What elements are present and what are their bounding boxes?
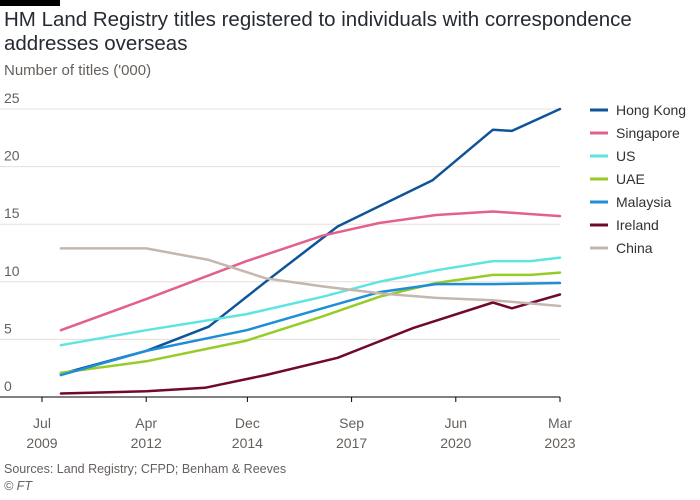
series-line-uae <box>59 271 562 375</box>
axis-layer: 0 5 10 15 20 25 Jul 2009 Apr 2012 Dec 2014 Sep 2017 Ju… <box>0 90 576 451</box>
legend-label-china: China <box>616 240 653 256</box>
legend-label-malaysia: Malaysia <box>616 194 671 210</box>
legend-layer: Hong Kong Singapore US UAE Malaysia Ireland Ch… <box>590 102 686 256</box>
x-tick-label-3: Sep <box>339 415 364 431</box>
x-tick-label-2: Dec <box>235 415 260 431</box>
y-tick-label-5: 5 <box>4 320 12 336</box>
x-tick-label-1: Apr <box>135 415 157 431</box>
y-tick-label-10: 10 <box>4 263 20 279</box>
legend-label-singapore: Singapore <box>616 125 680 141</box>
x-tick-year-1: 2012 <box>131 435 162 451</box>
x-tick-year-3: 2017 <box>336 435 367 451</box>
series-line-singapore <box>59 210 562 332</box>
series-layer <box>59 107 562 395</box>
legend-label-us: US <box>616 148 635 164</box>
x-tick-label-4: Jun <box>445 415 468 431</box>
y-tick-label-15: 15 <box>4 205 20 221</box>
x-tick-year-2: 2014 <box>232 435 263 451</box>
series-line-malaysia <box>59 281 562 377</box>
legend-label-uae: UAE <box>616 171 645 187</box>
x-tick-year-0: 2009 <box>26 435 57 451</box>
x-tick-year-5: 2023 <box>544 435 575 451</box>
chart-subtitle: Number of titles ('000) <box>4 62 152 79</box>
legend-label-hong-kong: Hong Kong <box>616 102 686 118</box>
x-tick-year-4: 2020 <box>440 435 471 451</box>
x-tick-label-5: Mar <box>548 415 572 431</box>
legend-label-ireland: Ireland <box>616 217 659 233</box>
y-tick-label-25: 25 <box>4 90 20 106</box>
ft-top-bar <box>0 0 60 6</box>
x-tick-label-0: Jul <box>33 415 51 431</box>
y-tick-label-20: 20 <box>4 148 20 164</box>
series-line-china <box>59 247 562 308</box>
y-tick-label-0: 0 <box>4 378 12 394</box>
series-line-hong-kong <box>59 107 562 376</box>
series-line-ireland <box>59 293 562 395</box>
source-note: Sources: Land Registry; CFPD; Benham & R… <box>4 462 287 476</box>
chart-title: HM Land Registry titles registered to in… <box>4 8 632 55</box>
series-line-us <box>59 256 562 347</box>
ft-credit: © FT <box>4 479 32 493</box>
